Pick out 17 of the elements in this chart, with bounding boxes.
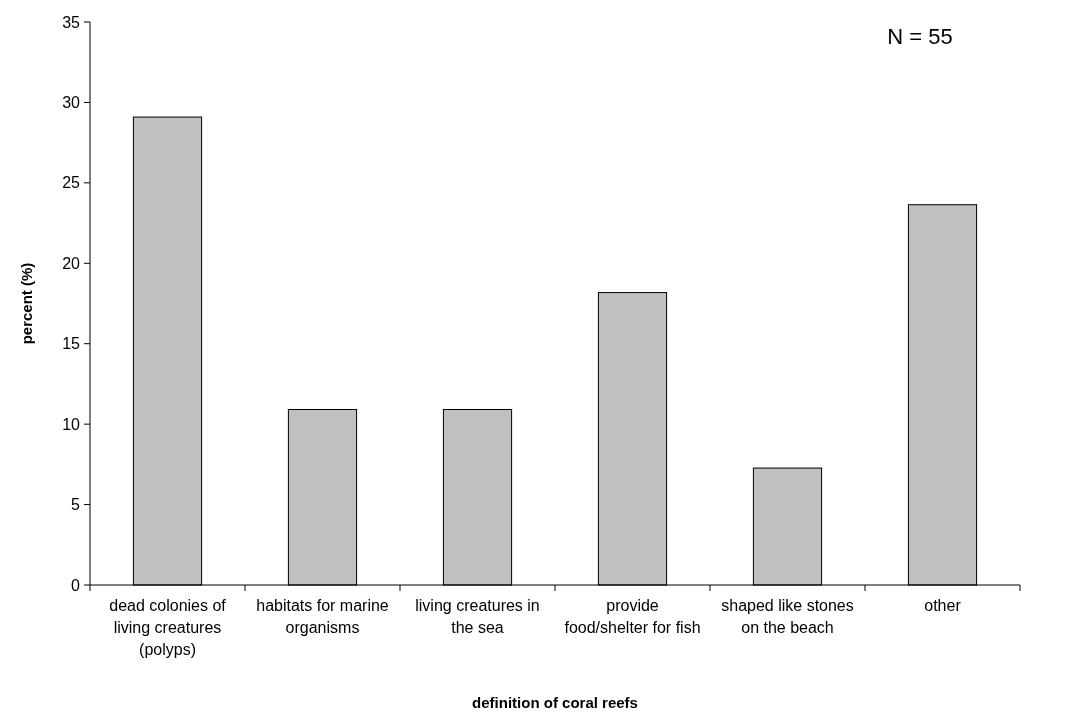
y-tick-label: 30 xyxy=(62,94,81,112)
y-tick-label: 25 xyxy=(62,174,81,192)
x-tick-label: shaped like stones on the beach xyxy=(721,597,854,636)
x-tick-label: habitats for marine organisms xyxy=(256,597,389,636)
annotation: N = 55 xyxy=(887,24,953,49)
y-tick-label: 20 xyxy=(62,254,81,272)
y-tick-label: 0 xyxy=(71,576,81,594)
x-tick-label: living creatures in the sea xyxy=(415,597,540,636)
y-tick-label: 5 xyxy=(71,496,81,514)
x-tick-label: provide food/shelter for fish xyxy=(564,597,701,636)
y-tick-label: 35 xyxy=(62,13,81,31)
x-tick-label: other xyxy=(924,597,962,614)
x-axis-title: definition of coral reefs xyxy=(472,694,638,711)
y-tick-label: 10 xyxy=(62,415,81,433)
y-tick-label: 15 xyxy=(62,335,81,353)
x-tick-label: dead colonies of living creatures (polyps) xyxy=(109,597,227,658)
y-axis-title: percent (%) xyxy=(18,262,35,345)
